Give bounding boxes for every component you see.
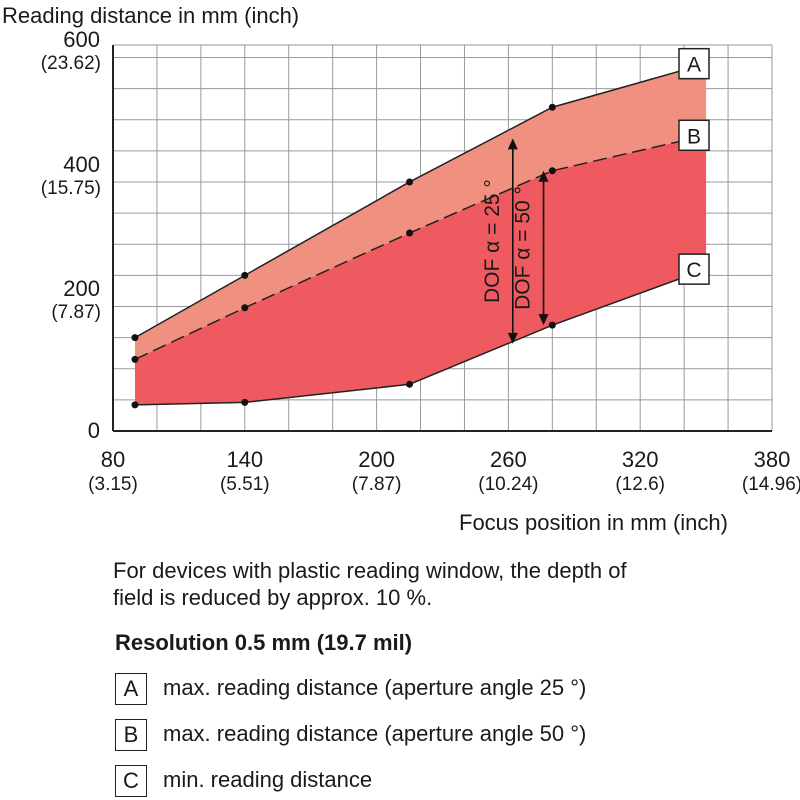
area-b-c [134,135,707,405]
data-point-b [548,167,556,175]
data-point-c [131,401,139,409]
data-point-c [406,380,414,388]
y-tick-sublabel: (15.75) [40,177,101,199]
data-point-a [548,103,556,111]
series-label-a: A [687,54,701,77]
resolution-title: Resolution 0.5 mm (19.7 mil) [115,630,413,655]
series-label-box [678,253,710,285]
series-label-box [678,47,710,80]
legend-key-c: C [115,765,147,797]
y-tick-sublabel: (7.87) [51,302,101,324]
data-point-a [131,334,139,342]
dof-arrowhead-top [538,170,549,182]
y-tick-label: 200 [63,276,100,302]
x-tick-sublabel: (14.96) [741,474,800,495]
y-tick-sublabel: (23.62) [40,53,101,75]
dof-arrowhead-bottom [507,332,518,344]
data-point-b [241,304,249,312]
series-label-c: C [686,259,701,282]
note-line-1: For devices with plastic reading window,… [113,558,627,583]
x-tick-label: 80 [100,447,126,472]
data-point-a [241,271,249,279]
x-tick-label: 200 [358,447,395,472]
data-point-b [406,229,414,237]
legend-text-c: min. reading distance [163,767,373,792]
legend-text-b: max. reading distance (aperture angle 50… [163,721,587,746]
data-point-c [241,398,249,406]
y-tick-label: 400 [63,151,100,177]
y-axis-title: Reading distance in mm (inch) [2,3,300,28]
chart: A B C DOF α = 25 ° DOF α = 50 ° [112,44,773,432]
data-point-a [406,178,414,186]
x-tick-label: 320 [621,447,659,472]
dof-label-2: DOF α = 50 ° [512,186,535,310]
y-tick-label: 0 [87,418,100,443]
note-line-2: field is reduced by approx. 10 %. [113,585,433,610]
data-point-b [131,355,139,363]
legend-key-b: B [115,719,147,751]
x-tick-sublabel: (10.24) [478,474,539,495]
x-tick-sublabel: (7.87) [351,474,402,495]
x-tick-sublabel: (5.51) [219,474,270,495]
x-tick-label: 140 [226,447,264,472]
x-tick-label: 260 [490,447,527,472]
legend-text-a: max. reading distance (aperture angle 25… [163,675,587,700]
x-tick-label: 380 [753,447,791,472]
series-label-b: B [687,125,701,148]
x-axis-title: Focus position in mm (inch) [459,510,728,535]
legend-key-a: A [115,673,147,705]
y-tick-label: 600 [63,27,100,53]
series-label-box [678,119,710,152]
data-point-c [548,321,556,329]
area-a-b [134,63,707,360]
dof-arrowhead-bottom [538,314,549,326]
x-tick-sublabel: (3.15) [88,474,138,495]
dof-arrowhead-top [507,138,518,150]
x-tick-sublabel: (12.6) [615,474,665,495]
dof-label-1: DOF α = 25 ° [481,179,504,303]
